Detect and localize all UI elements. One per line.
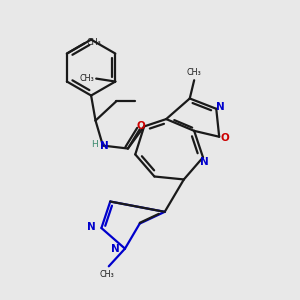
Text: CH₃: CH₃: [100, 270, 115, 279]
Text: N: N: [100, 141, 109, 151]
Text: N: N: [111, 244, 120, 254]
Text: CH₃: CH₃: [187, 68, 202, 77]
Text: N: N: [216, 102, 225, 112]
Text: O: O: [220, 133, 229, 143]
Text: CH₃: CH₃: [86, 38, 101, 47]
Text: H: H: [91, 140, 98, 149]
Text: N: N: [200, 158, 209, 167]
Text: O: O: [137, 122, 146, 131]
Text: N: N: [87, 222, 96, 232]
Text: CH₃: CH₃: [80, 74, 95, 82]
